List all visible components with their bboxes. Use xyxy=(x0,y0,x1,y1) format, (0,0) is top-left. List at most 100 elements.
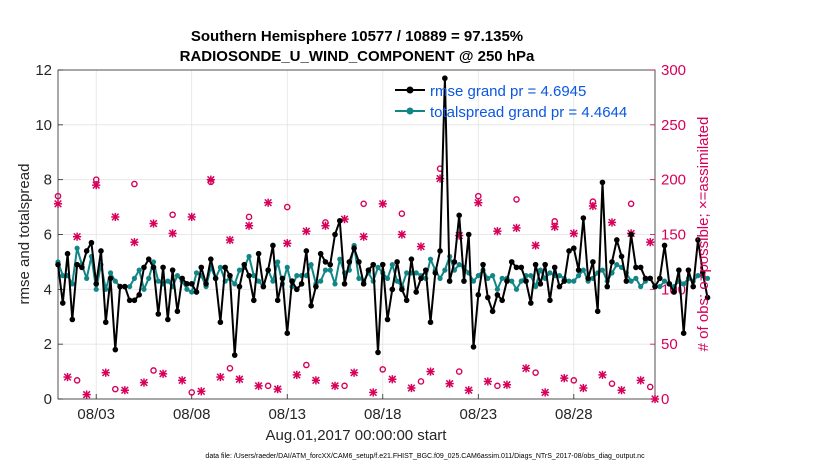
rmse-point xyxy=(442,75,448,82)
totalspread-point xyxy=(456,262,462,268)
obs-assimilated-point xyxy=(178,376,187,385)
legend: rmse grand pr = 4.6945 totalspread grand… xyxy=(395,83,627,121)
chart-subtitle: RADIOSONDE_U_WIND_COMPONENT @ 250 hPa xyxy=(180,48,535,65)
obs-assimilated-point xyxy=(502,380,512,389)
obs-assimilated-point xyxy=(120,386,129,395)
y-tick-label-left: 2 xyxy=(44,336,52,353)
rmse-point xyxy=(203,281,209,287)
obs-assimilated-point xyxy=(53,199,63,208)
obs-count-markers xyxy=(53,165,660,404)
rmse-point xyxy=(93,281,100,287)
obs-assimilated-point xyxy=(264,198,273,207)
rmse-point xyxy=(532,261,539,268)
obs-assimilated-point xyxy=(149,219,158,228)
rmse-point xyxy=(327,261,334,268)
totalspread-point xyxy=(628,278,634,284)
obs-possible-point xyxy=(112,385,119,393)
rmse-point xyxy=(451,259,458,265)
totalspread-point xyxy=(174,273,180,279)
totalspread-point xyxy=(74,245,80,251)
x-tick-label: 08/18 xyxy=(364,406,402,423)
rmse-point xyxy=(642,275,649,282)
totalspread-point xyxy=(217,264,223,270)
totalspread-point xyxy=(566,278,572,284)
legend-spread-label: totalspread grand pr = 4.4644 xyxy=(430,104,627,121)
obs-assimilated-point xyxy=(359,232,368,241)
obs-possible-point xyxy=(455,368,463,375)
obs-assimilated-point xyxy=(273,385,282,394)
totalspread-point xyxy=(69,281,75,287)
rmse-point xyxy=(580,215,587,221)
rmse-point xyxy=(561,278,568,284)
rmse-point xyxy=(656,275,663,282)
rmse-point xyxy=(279,275,286,282)
obs-possible-point xyxy=(169,211,176,219)
rmse-point xyxy=(680,330,687,337)
totalspread-point xyxy=(150,259,157,265)
obs-assimilated-point xyxy=(407,383,416,393)
totalspread-point xyxy=(318,278,324,284)
y-axis-label-right: # of obs: o=possible; ×=assimilated xyxy=(695,117,712,352)
rmse-point xyxy=(55,261,61,268)
rmse-point xyxy=(389,286,396,293)
rmse-point xyxy=(260,283,267,290)
rmse-point xyxy=(513,264,520,271)
rmse-point xyxy=(628,231,634,238)
rmse-point xyxy=(83,248,90,254)
rmse-point xyxy=(437,248,443,254)
rmse-point xyxy=(356,259,362,265)
obs-possible-point xyxy=(494,382,501,390)
obs-assimilated-point xyxy=(416,242,426,251)
rmse-point xyxy=(408,256,415,262)
obs-assimilated-point xyxy=(378,199,387,208)
rmse-point xyxy=(456,212,462,219)
rmse-point xyxy=(351,245,357,252)
rmse-point xyxy=(465,231,472,238)
rmse-point xyxy=(298,281,305,287)
rmse-point xyxy=(188,281,195,287)
obs-assimilated-point xyxy=(73,232,82,241)
rmse-point xyxy=(208,256,214,262)
rmse-point xyxy=(403,297,410,304)
obs-assimilated-point xyxy=(292,370,301,379)
obs-assimilated-point xyxy=(588,201,598,211)
rmse-point xyxy=(227,272,233,279)
totalspread-point xyxy=(246,253,252,260)
rmse-point xyxy=(461,278,467,284)
rmse-point xyxy=(399,286,405,293)
y-tick-label-right: 200 xyxy=(661,172,686,189)
rmse-point xyxy=(122,283,128,290)
totalspread-point xyxy=(657,283,663,290)
totalspread-point xyxy=(518,278,524,284)
totalspread-point xyxy=(490,273,496,279)
obs-possible-point xyxy=(379,366,387,373)
obs-possible-point xyxy=(532,369,539,376)
rmse-point xyxy=(255,250,262,257)
totalspread-point xyxy=(93,286,99,292)
rmse-point xyxy=(599,179,606,186)
rmse-point xyxy=(294,286,300,293)
rmse-point xyxy=(542,261,548,268)
totalspread-point xyxy=(599,267,606,273)
rmse-point xyxy=(571,245,577,252)
obs-assimilated-point xyxy=(579,383,588,393)
grid xyxy=(58,70,655,399)
rmse-point xyxy=(685,267,692,273)
rmse-point xyxy=(117,283,123,290)
totalspread-point xyxy=(308,262,314,268)
y-tick-label-left: 10 xyxy=(35,117,52,134)
rmse-point xyxy=(313,283,319,290)
obs-assimilated-point xyxy=(550,222,559,231)
rmse-point xyxy=(470,344,477,350)
rmse-point xyxy=(422,267,429,273)
rmse-point xyxy=(160,264,166,271)
totalspread-point xyxy=(614,262,620,268)
rmse-point xyxy=(613,237,620,243)
y-tick-label-right: 150 xyxy=(661,227,686,244)
y-tick-label-right: 250 xyxy=(661,117,686,134)
totalspread-point xyxy=(695,273,701,279)
rmse-point xyxy=(699,270,706,276)
totalspread-point xyxy=(112,278,118,284)
totalspread-point xyxy=(275,259,281,265)
rmse-point xyxy=(303,248,310,254)
